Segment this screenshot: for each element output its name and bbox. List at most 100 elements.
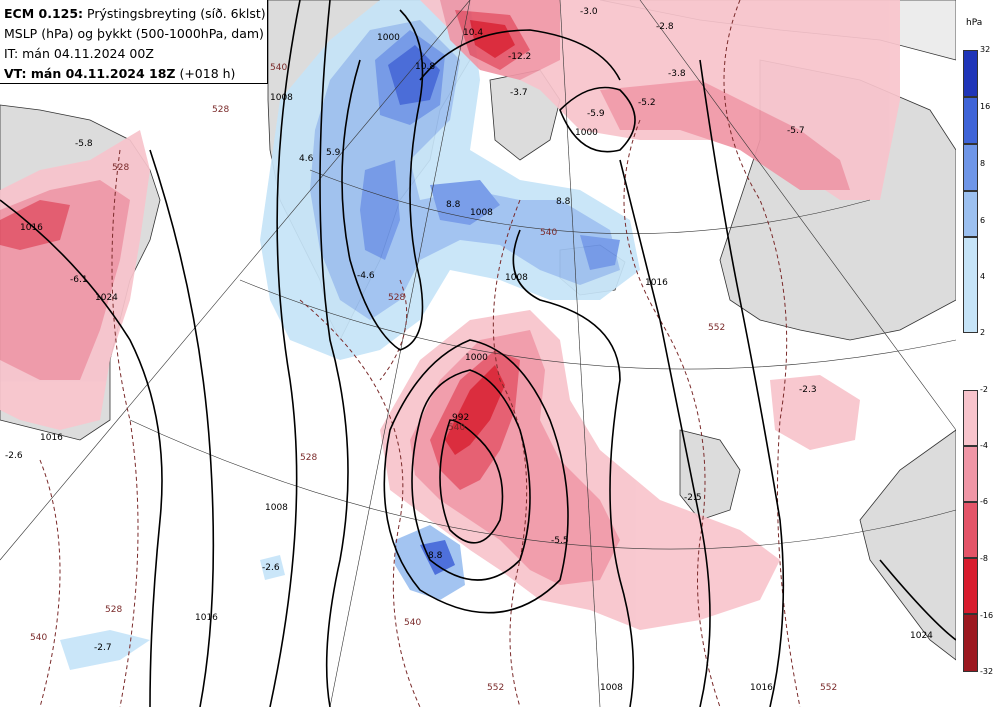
legend-tick: 16 xyxy=(980,102,991,111)
fall-area-west-strong xyxy=(0,200,70,250)
change-label: 5.9 xyxy=(326,148,341,158)
change-label: 10.8 xyxy=(415,62,435,72)
model-title-line: ECM 0.125: Prýstingsbreyting (síð. 6klst… xyxy=(4,4,266,24)
legend-tick: 2 xyxy=(980,328,986,337)
isobar-label: 1016 xyxy=(40,433,63,443)
change-label: -5.9 xyxy=(587,109,605,119)
change-label: 8.8 xyxy=(428,551,443,561)
change-label: -2.3 xyxy=(799,385,817,395)
legend-swatch-neg6 xyxy=(963,502,978,558)
color-legend: hPa 32 16 8 6 4 2 -2 -4 -6 -8 -16 -32 xyxy=(956,0,1000,707)
rise-area-south-strong xyxy=(420,540,455,575)
isobar-14 xyxy=(419,29,621,81)
change-label: -2.5 xyxy=(684,493,702,503)
legend-tick: -32 xyxy=(980,667,994,676)
pressure-fall-layer xyxy=(0,0,900,630)
legend-swatch-neg2 xyxy=(963,390,978,446)
isobar-label: 1016 xyxy=(750,683,773,693)
isobar-5 xyxy=(341,9,424,351)
valid-time-line: VT: mán 04.11.2024 18Z (+018 h) xyxy=(4,64,263,84)
fall-area-north-mid xyxy=(440,0,850,190)
change-label: 4.6 xyxy=(299,154,314,164)
legend-swatch-4 xyxy=(963,237,978,333)
field-description: Prýstingsbreyting (síð. 6klst) xyxy=(83,6,266,21)
pressure-rise-layer xyxy=(60,0,640,670)
thickness-label: 528 xyxy=(300,453,317,463)
change-label: -3.8 xyxy=(668,69,686,79)
isobar-label: 1024 xyxy=(95,293,118,303)
legend-unit: hPa xyxy=(966,18,983,28)
isobar-7 xyxy=(411,369,531,581)
isobar-label: 1008 xyxy=(270,93,293,103)
british-isles-landmass xyxy=(679,429,741,521)
thickness-label: 540 xyxy=(540,228,557,238)
fall-area-north-max xyxy=(470,20,515,58)
isobar-label: 1008 xyxy=(600,683,623,693)
thickness-contour-3 xyxy=(299,299,421,707)
isobar-6 xyxy=(439,419,504,544)
change-label: -2.7 xyxy=(94,643,112,653)
isobar-12 xyxy=(559,86,636,153)
isobar-11 xyxy=(699,59,785,707)
thickness-label: 540 xyxy=(448,423,465,433)
rise-area-southwest xyxy=(60,630,150,670)
isobar-1 xyxy=(149,149,215,707)
thickness-label: 528 xyxy=(105,605,122,615)
isobar-9 xyxy=(512,229,635,707)
isobar-label: 1008 xyxy=(265,503,288,513)
thickness-contour-2 xyxy=(39,459,61,707)
meridian-2 xyxy=(559,0,601,707)
fall-area-central-max xyxy=(445,365,505,455)
initial-time: IT: mán 04.11.2024 00Z xyxy=(4,46,154,61)
change-label: 10.4 xyxy=(463,28,483,38)
thickness-contour-7 xyxy=(379,279,408,381)
isobar-13 xyxy=(879,559,957,641)
meridian-1 xyxy=(329,0,471,707)
thickness-contour-6 xyxy=(723,0,801,707)
isobar-label: 1000 xyxy=(575,128,598,138)
legend-tick: 4 xyxy=(980,272,986,281)
latitude-circle-3 xyxy=(309,169,871,234)
change-label: -2.6 xyxy=(262,563,280,573)
isobar-label: 1008 xyxy=(505,273,528,283)
isobar-label: 1024 xyxy=(910,631,933,641)
legend-tick: -16 xyxy=(980,611,994,620)
legend-swatch-32 xyxy=(963,50,978,97)
isobar-label: 1000 xyxy=(377,33,400,43)
graticule-layer xyxy=(0,0,957,707)
thickness-label: 552 xyxy=(820,683,837,693)
thickness-label: 540 xyxy=(404,618,421,628)
legend-tick: -8 xyxy=(980,554,988,563)
change-label: 8.8 xyxy=(556,197,571,207)
isobar-label: 1016 xyxy=(195,613,218,623)
thickness-contours xyxy=(39,0,801,707)
isobar-10 xyxy=(619,159,711,707)
legend-swatch-neg16 xyxy=(963,614,978,672)
change-label: -6.1 xyxy=(70,275,88,285)
thickness-label: 540 xyxy=(30,633,47,643)
legend-swatch-6 xyxy=(963,191,978,237)
thickness-contour-1 xyxy=(111,149,139,707)
legend-tick: 8 xyxy=(980,159,986,168)
change-label: -3.7 xyxy=(510,88,528,98)
change-label: -5.7 xyxy=(787,126,805,136)
latitude-circle-2 xyxy=(129,419,957,550)
forecast-hour: (+018 h) xyxy=(175,66,236,81)
isobar-8 xyxy=(383,339,569,614)
thickness-label: 540 xyxy=(270,63,287,73)
map-info-box: ECM 0.125: Prýstingsbreyting (síð. 6klst… xyxy=(0,0,268,84)
change-label: -5.8 xyxy=(75,139,93,149)
thickness-label: 528 xyxy=(388,293,405,303)
legend-tick: -2 xyxy=(980,385,988,394)
latitude-circle-1 xyxy=(239,279,957,370)
change-label: -2.8 xyxy=(656,22,674,32)
change-label: -4.6 xyxy=(357,271,375,281)
thickness-label: 528 xyxy=(112,163,129,173)
north-europe-landmass xyxy=(859,429,957,661)
thickness-label: 528 xyxy=(212,105,229,115)
model-name: ECM 0.125: xyxy=(4,6,84,21)
isobar-label: 1016 xyxy=(645,278,668,288)
thickness-contour-4 xyxy=(492,199,528,707)
